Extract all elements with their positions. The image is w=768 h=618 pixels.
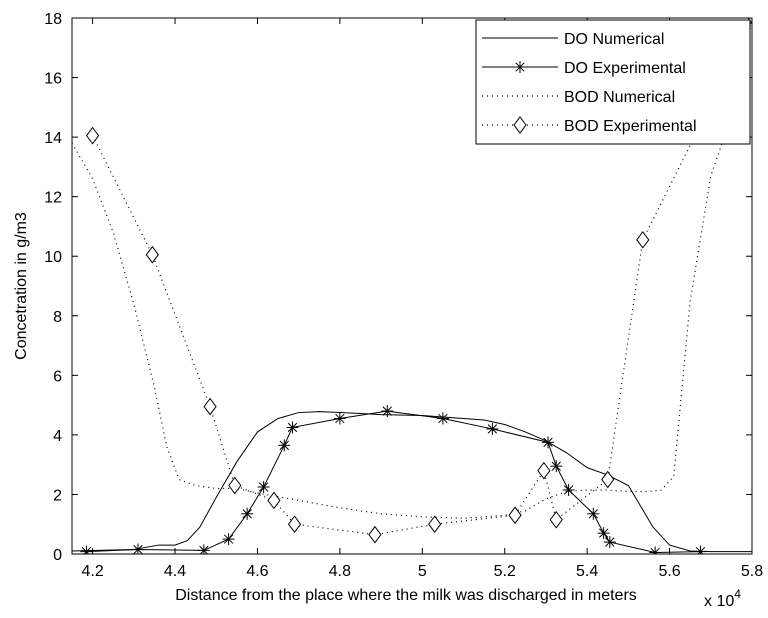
y-tick-label: 16 — [44, 71, 62, 88]
y-tick-label: 12 — [44, 190, 62, 207]
y-tick-label: 0 — [53, 547, 62, 564]
x-tick-label: 4.4 — [164, 563, 186, 580]
data-point-bod-experimental — [537, 461, 551, 480]
data-point-bod-experimental — [508, 506, 522, 525]
y-tick-label: 14 — [44, 130, 62, 147]
data-point-do-experimental — [550, 460, 563, 473]
data-point-do-experimental — [562, 483, 575, 496]
data-point-do-experimental — [131, 543, 144, 554]
legend-marker-do-experimental — [514, 61, 526, 73]
data-point-bod-experimental — [747, 18, 752, 25]
x-tick-label: 5.2 — [494, 563, 516, 580]
data-point-do-experimental — [542, 436, 554, 449]
x-tick-label: 5 — [418, 563, 427, 580]
data-point-bod-experimental — [203, 397, 217, 416]
data-point-do-experimental — [597, 527, 610, 540]
legend-label-do-experimental: DO Experimental — [564, 60, 686, 77]
data-point-bod-experimental — [601, 470, 615, 489]
x-axis-multiplier-exponent: 4 — [734, 587, 741, 601]
x-tick-label: 5.6 — [658, 563, 680, 580]
legend-marker-bod-experimental — [513, 116, 527, 134]
y-tick-label: 10 — [44, 249, 62, 266]
legend-label-bod-experimental: BOD Experimental — [564, 118, 697, 135]
y-tick-label: 18 — [44, 11, 62, 28]
data-point-do-experimental — [381, 405, 394, 418]
data-point-do-experimental — [486, 422, 499, 435]
data-point-do-experimental — [436, 412, 449, 425]
x-axis-multiplier: x 104 — [704, 587, 741, 610]
y-axis-label: Concetration in g/m3 — [13, 212, 30, 360]
x-tick-label: 5.8 — [741, 563, 763, 580]
series-layer — [72, 18, 752, 554]
data-point-bod-experimental — [228, 476, 242, 495]
data-point-do-experimental — [587, 507, 600, 520]
data-point-do-experimental — [80, 545, 93, 554]
data-point-bod-experimental — [368, 525, 382, 544]
data-point-bod-experimental — [428, 515, 442, 534]
y-tick-label: 4 — [53, 428, 62, 445]
x-tick-label: 4.8 — [329, 563, 351, 580]
data-point-do-experimental — [257, 481, 270, 493]
y-tick-label: 8 — [53, 309, 62, 326]
x-tick-label: 4.6 — [246, 563, 268, 580]
x-tick-label: 4.2 — [81, 563, 103, 580]
legend-label-bod-numerical: BOD Numerical — [564, 89, 675, 106]
data-point-do-experimental — [222, 533, 235, 546]
data-point-do-experimental — [278, 439, 291, 452]
data-point-do-experimental — [286, 421, 299, 434]
data-point-do-experimental — [649, 546, 662, 554]
legend: DO Numerical DO Experimental BOD Numerical… — [475, 19, 751, 145]
data-point-do-experimental — [603, 536, 616, 549]
legend-label-do-numerical: DO Numerical — [564, 31, 664, 48]
y-tick-label: 6 — [53, 368, 62, 385]
series-line-do-experimental — [86, 410, 701, 554]
data-point-do-experimental — [333, 412, 346, 425]
data-point-do-experimental — [241, 507, 254, 520]
y-tick-label: 2 — [53, 487, 62, 504]
axis-layer: 4.2 4.4 4.6 4.8 5 5.2 5.4 5.6 5.8 0 2 4 6 8 10 12 14 16 18 — [44, 11, 763, 580]
data-point-bod-experimental — [267, 491, 281, 510]
data-point-bod-experimental — [145, 245, 159, 264]
data-point-bod-experimental — [287, 515, 302, 534]
data-point-do-experimental — [197, 544, 210, 554]
x-axis-label: Distance from the place where the milk w… — [175, 587, 637, 604]
data-point-bod-experimental — [636, 231, 650, 249]
x-tick-label: 5.4 — [576, 563, 598, 580]
x-axis-multiplier-base: x 10 — [704, 593, 734, 610]
data-point-bod-experimental — [549, 510, 563, 529]
data-point-bod-experimental — [85, 126, 100, 145]
data-point-do-experimental — [694, 545, 707, 554]
